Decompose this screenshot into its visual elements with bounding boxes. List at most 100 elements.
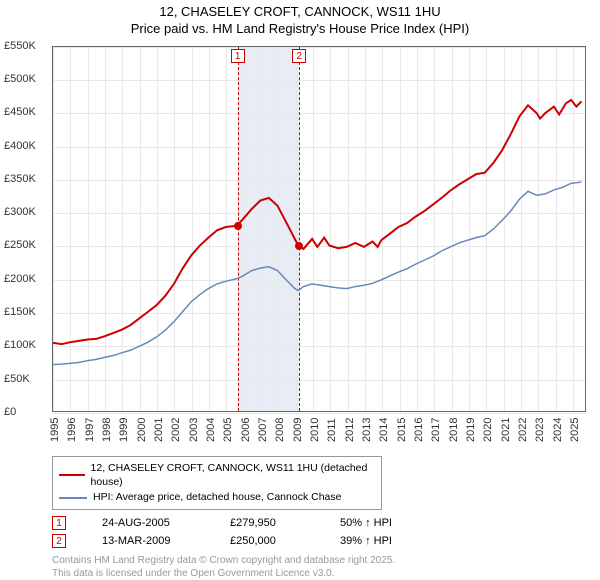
marker-label: 1 bbox=[231, 49, 245, 63]
legend-item: HPI: Average price, detached house, Cann… bbox=[59, 490, 375, 505]
y-tick-label: £450K bbox=[4, 106, 36, 118]
x-tick-label: 2025 bbox=[569, 417, 581, 441]
gridline-h bbox=[53, 413, 585, 414]
series-hpi bbox=[53, 182, 582, 365]
y-tick-label: £400K bbox=[4, 140, 36, 152]
x-tick-label: 2018 bbox=[448, 417, 460, 441]
chart-area: 12 £0£50K£100K£150K£200K£250K£300K£350K£… bbox=[0, 42, 600, 450]
legend-label: 12, CHASELEY CROFT, CANNOCK, WS11 1HU (d… bbox=[91, 461, 375, 490]
x-tick-label: 2007 bbox=[257, 417, 269, 441]
x-tick-label: 2022 bbox=[517, 417, 529, 441]
x-tick-label: 2017 bbox=[430, 417, 442, 441]
legend-swatch bbox=[59, 497, 87, 499]
footer-line-1: Contains HM Land Registry data © Crown c… bbox=[52, 554, 600, 567]
x-tick-label: 2012 bbox=[344, 417, 356, 441]
y-tick-label: £500K bbox=[4, 73, 36, 85]
sale-date: 13-MAR-2009 bbox=[102, 535, 230, 547]
gridline-h bbox=[53, 346, 585, 347]
gridline-h bbox=[53, 380, 585, 381]
footer-line-2: This data is licensed under the Open Gov… bbox=[52, 567, 600, 580]
gridline-h bbox=[53, 80, 585, 81]
plot-region: 12 bbox=[52, 46, 586, 412]
gridline-v bbox=[105, 47, 106, 411]
legend-label: HPI: Average price, detached house, Cann… bbox=[93, 490, 341, 505]
sale-row: 213-MAR-2009£250,00039% ↑ HPI bbox=[52, 534, 600, 548]
x-tick-label: 1995 bbox=[49, 417, 61, 441]
gridline-h bbox=[53, 47, 585, 48]
x-tick-label: 1998 bbox=[101, 417, 113, 441]
gridline-v bbox=[556, 47, 557, 411]
gridline-v bbox=[348, 47, 349, 411]
gridline-v bbox=[192, 47, 193, 411]
gridline-v bbox=[122, 47, 123, 411]
marker-dot bbox=[234, 222, 242, 230]
gridline-v bbox=[261, 47, 262, 411]
y-tick-label: £350K bbox=[4, 173, 36, 185]
y-tick-label: £200K bbox=[4, 273, 36, 285]
gridline-h bbox=[53, 246, 585, 247]
gridline-v bbox=[538, 47, 539, 411]
gridline-h bbox=[53, 213, 585, 214]
gridline-v bbox=[486, 47, 487, 411]
series-price_paid bbox=[53, 100, 582, 344]
x-tick-label: 2015 bbox=[396, 417, 408, 441]
x-tick-label: 2013 bbox=[361, 417, 373, 441]
legend-swatch bbox=[59, 474, 85, 476]
gridline-v bbox=[469, 47, 470, 411]
gridline-v bbox=[174, 47, 175, 411]
gridline-v bbox=[521, 47, 522, 411]
gridline-h bbox=[53, 280, 585, 281]
gridline-v bbox=[417, 47, 418, 411]
x-tick-label: 2023 bbox=[534, 417, 546, 441]
chart-title: 12, CHASELEY CROFT, CANNOCK, WS11 1HU Pr… bbox=[0, 0, 600, 38]
x-tick-label: 2011 bbox=[326, 418, 338, 442]
series-lines bbox=[53, 47, 585, 411]
x-tick-label: 2020 bbox=[482, 417, 494, 441]
marker-label: 2 bbox=[292, 49, 306, 63]
gridline-v bbox=[53, 47, 54, 411]
gridline-v bbox=[573, 47, 574, 411]
gridline-v bbox=[452, 47, 453, 411]
gridline-v bbox=[382, 47, 383, 411]
x-tick-label: 2003 bbox=[188, 417, 200, 441]
y-tick-label: £100K bbox=[4, 339, 36, 351]
gridline-v bbox=[226, 47, 227, 411]
x-tick-label: 2004 bbox=[205, 417, 217, 441]
highlight-band bbox=[238, 47, 300, 411]
sale-marker-id: 2 bbox=[52, 534, 66, 548]
gridline-h bbox=[53, 113, 585, 114]
marker-line bbox=[299, 47, 300, 411]
gridline-v bbox=[209, 47, 210, 411]
y-tick-label: £150K bbox=[4, 306, 36, 318]
gridline-h bbox=[53, 313, 585, 314]
gridline-v bbox=[504, 47, 505, 411]
gridline-v bbox=[313, 47, 314, 411]
sale-price: £250,000 bbox=[230, 535, 340, 547]
gridline-v bbox=[365, 47, 366, 411]
x-tick-label: 1996 bbox=[66, 417, 78, 441]
gridline-v bbox=[88, 47, 89, 411]
x-tick-label: 2009 bbox=[292, 417, 304, 441]
x-tick-label: 2008 bbox=[274, 417, 286, 441]
x-tick-label: 2001 bbox=[153, 417, 165, 441]
x-tick-label: 2024 bbox=[552, 417, 564, 441]
gridline-v bbox=[70, 47, 71, 411]
sales-list: 124-AUG-2005£279,95050% ↑ HPI213-MAR-200… bbox=[0, 516, 600, 548]
y-tick-label: £50K bbox=[4, 373, 30, 385]
marker-dot bbox=[295, 242, 303, 250]
sale-row: 124-AUG-2005£279,95050% ↑ HPI bbox=[52, 516, 600, 530]
gridline-v bbox=[278, 47, 279, 411]
gridline-h bbox=[53, 147, 585, 148]
y-tick-label: £0 bbox=[4, 406, 16, 418]
y-tick-label: £550K bbox=[4, 40, 36, 52]
gridline-h bbox=[53, 180, 585, 181]
y-tick-label: £250K bbox=[4, 239, 36, 251]
title-line-2: Price paid vs. HM Land Registry's House … bbox=[0, 21, 600, 38]
sale-price: £279,950 bbox=[230, 517, 340, 529]
gridline-v bbox=[400, 47, 401, 411]
x-tick-label: 2016 bbox=[413, 417, 425, 441]
sale-date: 24-AUG-2005 bbox=[102, 517, 230, 529]
gridline-v bbox=[330, 47, 331, 411]
gridline-v bbox=[296, 47, 297, 411]
sale-marker-id: 1 bbox=[52, 516, 66, 530]
